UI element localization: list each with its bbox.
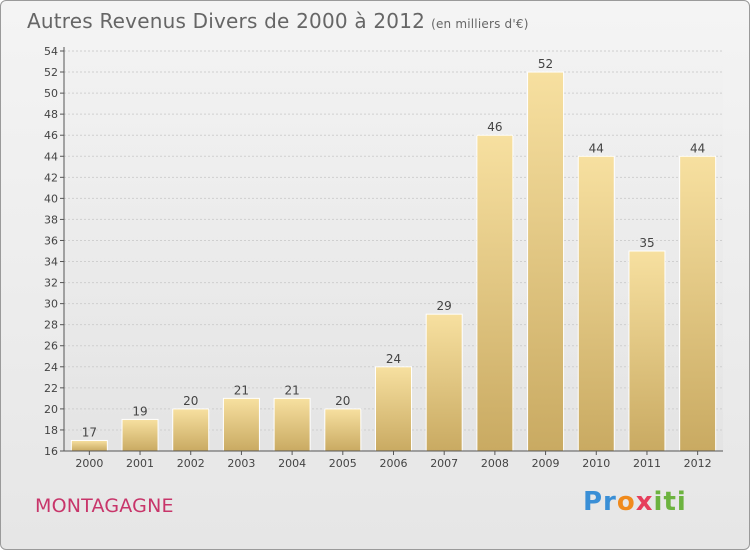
bar [375,366,412,452]
y-tick-label: 32 [44,277,58,290]
bar [476,134,514,452]
bar [324,408,362,452]
bar-value-label: 52 [538,57,553,71]
x-tick-label: 2002 [177,457,205,470]
x-tick-label: 2012 [684,457,712,470]
bar-value-label: 20 [183,394,198,408]
y-tick-label: 40 [44,192,58,205]
bar-value-label: 35 [639,236,654,250]
x-tick-label: 2006 [380,457,408,470]
bar [527,71,565,452]
y-tick-label: 52 [44,66,58,79]
town-name: MONTAGAGNE [35,495,174,517]
y-tick-label: 20 [44,403,58,416]
bar-value-label: 17 [82,425,97,439]
y-tick-label: 38 [44,213,58,226]
chart-title-text: Autres Revenus Divers de 2000 à 2012 [27,9,426,33]
bar [121,418,159,452]
x-tick-label: 2003 [227,457,255,470]
x-tick-label: 2008 [481,457,509,470]
y-tick-label: 30 [44,298,58,311]
proxiti-logo: Proxiti [583,487,687,517]
x-tick-label: 2005 [329,457,357,470]
y-tick-label: 44 [44,150,58,163]
bar-value-label: 21 [284,383,299,397]
chart-unit: (en milliers d'€) [431,17,529,31]
x-tick-label: 2001 [126,457,154,470]
bar-value-label: 44 [690,141,705,155]
y-tick-label: 46 [44,129,58,142]
bar [222,397,260,452]
bar-value-label: 24 [386,352,401,366]
bar-value-label: 19 [132,404,147,418]
y-tick-label: 24 [44,361,58,374]
y-tick-label: 26 [44,340,58,353]
bars: 17 19 20 21 21 20 24 29 46 52 44 35 44 [70,57,717,452]
y-tick-label: 34 [44,256,58,269]
x-tick-label: 2007 [430,457,458,470]
bar-value-label: 20 [335,394,350,408]
y-tick-label: 36 [44,234,58,247]
bar-value-label: 29 [437,299,452,313]
bar [628,250,666,452]
x-tick-label: 2010 [582,457,610,470]
bar-value-label: 44 [589,141,604,155]
y-tick-label: 18 [44,424,58,437]
x-tick-label: 2000 [75,457,103,470]
y-tick-label: 54 [44,45,58,58]
y-tick-label: 16 [44,445,58,458]
bar [679,155,717,452]
y-tick-label: 50 [44,87,58,100]
y-tick-label: 48 [44,108,58,121]
y-tick-label: 42 [44,171,58,184]
bar-value-label: 46 [487,120,502,134]
axes: 16 18 20 22 24 26 28 30 32 34 36 38 40 42 44 46 48 50 52 54… [44,45,723,470]
bar [172,408,210,452]
bar [577,155,615,452]
x-tick-label: 2011 [633,457,661,470]
x-tick-label: 2009 [532,457,560,470]
y-tick-label: 22 [44,382,58,395]
chart-title: Autres Revenus Divers de 2000 à 2012 (en … [27,9,529,33]
bar [70,439,108,452]
bar [425,313,463,452]
x-tick-label: 2004 [278,457,306,470]
bar-value-label: 21 [234,383,249,397]
bar [273,397,311,452]
y-tick-label: 28 [44,319,58,332]
